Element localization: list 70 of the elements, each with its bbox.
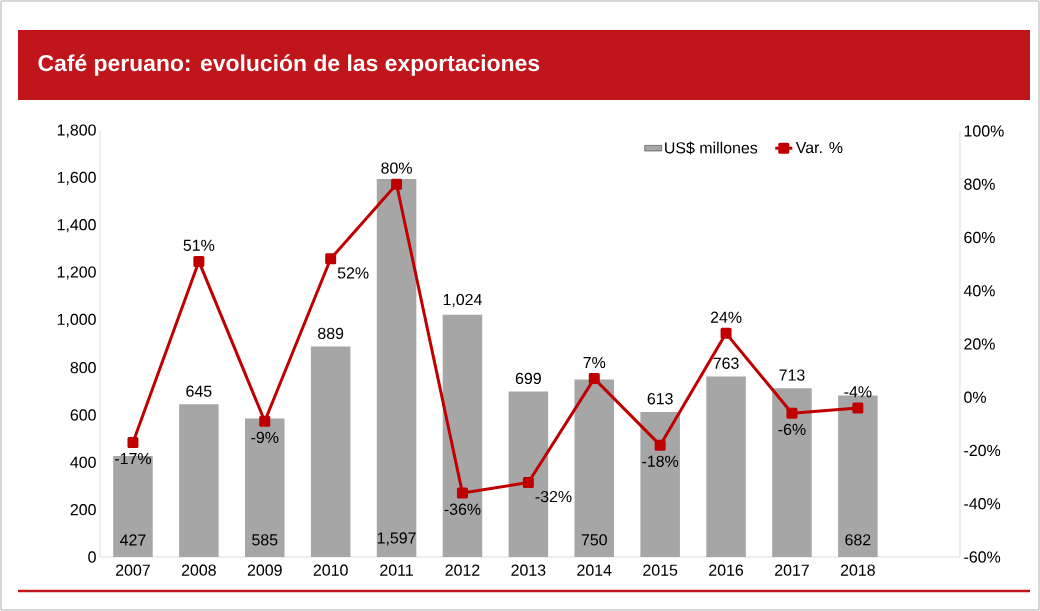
point (654, 439, 666, 451)
y-tick-label: 1,200 (57, 266, 96, 280)
y-tick-label: 1,800 (57, 124, 96, 138)
point (456, 487, 468, 499)
point (127, 437, 139, 448)
x-tick-label: 2012 (445, 564, 480, 576)
x-tick-label: 2018 (840, 564, 875, 576)
data-label: 585 (252, 534, 278, 546)
data-label: -32% (535, 490, 572, 503)
y2-tick-label: 80% (964, 178, 995, 190)
y-tick-label: 600 (70, 409, 96, 421)
y2-tick-label: 100% (964, 125, 1004, 137)
y2-tick-label: 20% (964, 338, 995, 350)
data-label: 80% (381, 162, 412, 174)
data-label: -17% (115, 453, 151, 465)
data-label: 51% (183, 239, 215, 251)
y-tick-label: 200 (70, 504, 96, 516)
data-label: 682 (845, 534, 871, 546)
y-tick-label: 1,600 (57, 171, 96, 185)
x-tick-label: 2016 (709, 564, 744, 576)
data-label: 613 (647, 393, 673, 405)
point (852, 402, 864, 414)
x-tick-label: 2007 (116, 564, 150, 576)
x-tick-label: 2014 (577, 564, 612, 576)
x-tick-label: 2009 (247, 564, 282, 576)
data-label: 1,024 (443, 293, 482, 308)
data-label: 645 (186, 385, 212, 397)
y2-tick-label: 40% (963, 285, 995, 297)
data-label: 52% (337, 267, 369, 279)
point (588, 373, 600, 385)
data-label: 699 (515, 372, 541, 385)
x-tick-label: 2013 (511, 564, 546, 576)
data-label: -18% (642, 455, 679, 467)
x-tick-label: 2015 (643, 564, 678, 576)
point (522, 476, 534, 488)
y2-tick-label: -60% (964, 551, 1001, 563)
y2-tick-label: 0% (964, 391, 986, 403)
y2-tick-label: -40% (964, 498, 1001, 510)
point (391, 178, 403, 190)
y2-tick-label: 60% (964, 231, 995, 244)
data-label: -6% (778, 423, 806, 436)
y-tick-label: 1,000 (57, 313, 96, 327)
point (193, 255, 205, 267)
x-tick-label: 2010 (313, 564, 348, 576)
data-label: -9% (251, 431, 279, 443)
legend-label: US$ millones (665, 141, 758, 155)
point (786, 407, 798, 419)
chart-title: Café peruano: evolución de las exportaciones (38, 54, 540, 76)
data-label: 750 (581, 534, 607, 546)
data-label: 24% (710, 311, 742, 323)
y-tick-label: 800 (70, 362, 96, 374)
point (720, 327, 732, 339)
y-tick-label: 0 (88, 551, 96, 563)
data-label: -36% (444, 503, 481, 515)
legend-label: Var. % (795, 141, 843, 154)
y2-tick-label: -20% (964, 444, 1001, 457)
data-label: 1,597 (377, 532, 416, 546)
data-label: 713 (779, 369, 805, 381)
point (259, 415, 271, 427)
data-label: 427 (120, 534, 146, 546)
y-tick-label: 1,400 (57, 219, 96, 233)
data-label: -4% (844, 386, 872, 398)
data-label: 7% (583, 356, 606, 369)
data-label: 763 (713, 357, 739, 369)
x-tick-label: 2017 (775, 564, 809, 576)
data-label: 889 (318, 327, 344, 340)
x-tick-label: 2008 (181, 564, 216, 576)
x-tick-label: 2011 (380, 564, 413, 576)
point (325, 253, 337, 265)
y-tick-label: 400 (70, 456, 96, 468)
